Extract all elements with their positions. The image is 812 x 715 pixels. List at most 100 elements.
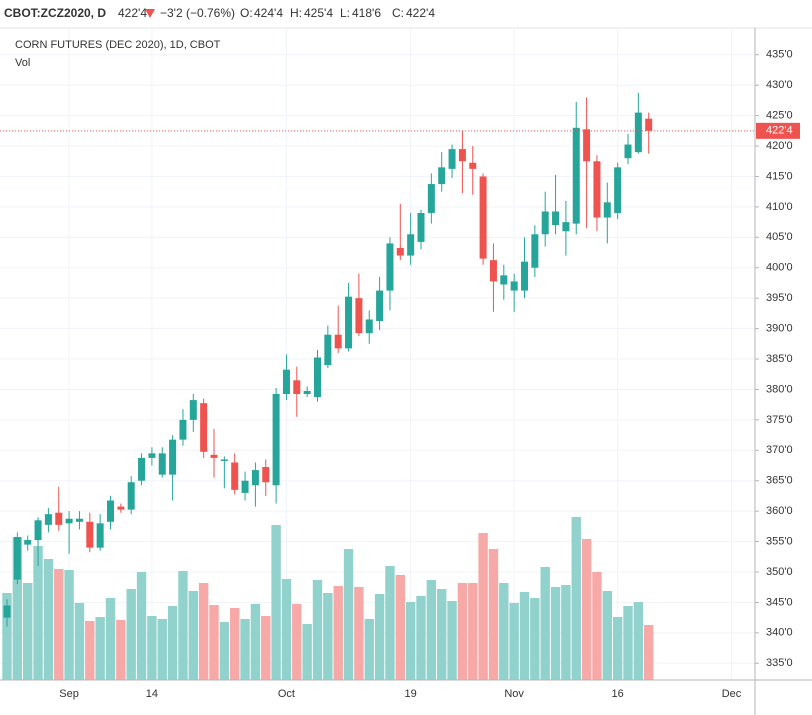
ohlc-key: L: bbox=[340, 6, 350, 20]
candle-body bbox=[324, 334, 332, 366]
volume-bar bbox=[147, 616, 157, 680]
volume-bar bbox=[602, 591, 612, 680]
volume-bar bbox=[457, 583, 468, 680]
ohlc-value: 425'4 bbox=[304, 6, 333, 20]
volume-bar bbox=[447, 601, 457, 680]
candle-body bbox=[603, 202, 611, 218]
candle-body bbox=[3, 605, 11, 618]
candle-body bbox=[583, 129, 591, 162]
volume-bar bbox=[343, 549, 354, 680]
x-tick-label: Dec bbox=[722, 688, 742, 700]
volume-bar bbox=[302, 624, 312, 680]
ohlc-value: 418'6 bbox=[352, 6, 381, 20]
change: −3'2 (−0.76%) bbox=[160, 6, 235, 20]
candle-body bbox=[55, 512, 63, 525]
volume-bar bbox=[85, 621, 95, 680]
volume-bar bbox=[644, 625, 654, 680]
volume-bar bbox=[374, 594, 385, 680]
candle-body bbox=[220, 459, 228, 461]
candle-body bbox=[262, 467, 270, 483]
volume-bar bbox=[437, 589, 447, 680]
candle-body bbox=[24, 540, 32, 545]
candle-body bbox=[107, 500, 114, 522]
candle-body bbox=[117, 506, 125, 510]
volume-bar bbox=[571, 517, 581, 680]
volume-bar bbox=[240, 619, 250, 680]
volume-bar bbox=[612, 617, 623, 680]
candle-body bbox=[96, 523, 104, 548]
y-tick-label: 420'0 bbox=[766, 140, 793, 152]
volume-bar bbox=[499, 583, 509, 680]
y-tick-label: 375'0 bbox=[766, 414, 793, 426]
candle-body bbox=[34, 520, 42, 541]
volume-bar bbox=[136, 572, 147, 680]
marks bbox=[0, 92, 755, 680]
volume-bar bbox=[416, 596, 426, 680]
candle-body bbox=[521, 261, 528, 291]
x-tick-label: Sep bbox=[59, 688, 79, 700]
volume-bar bbox=[43, 559, 54, 680]
y-tick-label: 435'0 bbox=[766, 49, 793, 61]
candle-body bbox=[44, 514, 52, 525]
volume-bar bbox=[292, 604, 302, 680]
candle-body bbox=[272, 394, 280, 486]
candle-body bbox=[552, 211, 560, 226]
volume-bar bbox=[385, 566, 395, 680]
volume-bar bbox=[323, 593, 333, 680]
candle-body bbox=[158, 453, 166, 475]
y-tick-label: 345'0 bbox=[766, 596, 793, 608]
candle-body bbox=[210, 454, 218, 458]
volume-bar bbox=[64, 570, 74, 680]
volume-bar bbox=[33, 546, 43, 680]
candle-body bbox=[13, 537, 21, 580]
candle-body bbox=[645, 118, 653, 131]
candle-body bbox=[169, 439, 177, 475]
candle-body bbox=[531, 234, 539, 268]
candle-body bbox=[376, 290, 384, 321]
candle-body bbox=[251, 470, 259, 486]
y-tick-label: 385'0 bbox=[766, 353, 793, 365]
candle-body bbox=[593, 161, 601, 218]
x-tick-label: 14 bbox=[146, 688, 158, 700]
volume-bar bbox=[54, 569, 64, 680]
y-tick-label: 370'0 bbox=[766, 444, 793, 456]
volume-bar bbox=[157, 619, 167, 680]
y-tick-label: 425'0 bbox=[766, 110, 793, 122]
candle-body bbox=[231, 462, 239, 490]
y-tick-label: 415'0 bbox=[766, 170, 793, 182]
candle-body bbox=[365, 319, 373, 334]
candle-body bbox=[65, 518, 73, 524]
ohlc-key: O: bbox=[240, 6, 253, 20]
ohlc-key: H: bbox=[290, 6, 302, 20]
x-tick-label: 19 bbox=[405, 688, 417, 700]
candle-body bbox=[634, 112, 642, 153]
y-tick-label: 340'0 bbox=[766, 627, 793, 639]
x-tick-label: Nov bbox=[504, 688, 524, 700]
ohlc-value: 422'4 bbox=[406, 6, 435, 20]
candle-body bbox=[572, 127, 580, 224]
ohlc-key: C: bbox=[392, 6, 404, 20]
volume-bar bbox=[126, 589, 136, 680]
volume-bar bbox=[488, 549, 499, 680]
candle-body bbox=[200, 403, 208, 452]
candle-body bbox=[427, 184, 435, 213]
y-tick-label: 405'0 bbox=[766, 231, 793, 243]
volume-bar bbox=[198, 583, 209, 680]
y-tick-label: 380'0 bbox=[766, 383, 793, 395]
volume-bar bbox=[581, 539, 592, 680]
volume-bar bbox=[23, 583, 33, 680]
down-arrow bbox=[145, 9, 155, 18]
volume-bar bbox=[116, 620, 126, 680]
volume-bar bbox=[167, 606, 178, 680]
volume-bar bbox=[405, 602, 416, 680]
candle-body bbox=[479, 176, 487, 259]
y-tick-label: 365'0 bbox=[766, 475, 793, 487]
volume-bar bbox=[230, 608, 240, 680]
candle-body bbox=[334, 334, 342, 349]
volume-bar bbox=[188, 591, 198, 680]
volume-bar bbox=[281, 579, 292, 680]
y-tick-label: 400'0 bbox=[766, 262, 793, 274]
candle-body bbox=[355, 298, 363, 334]
candle-body bbox=[396, 247, 404, 256]
volume-bar bbox=[561, 585, 571, 680]
